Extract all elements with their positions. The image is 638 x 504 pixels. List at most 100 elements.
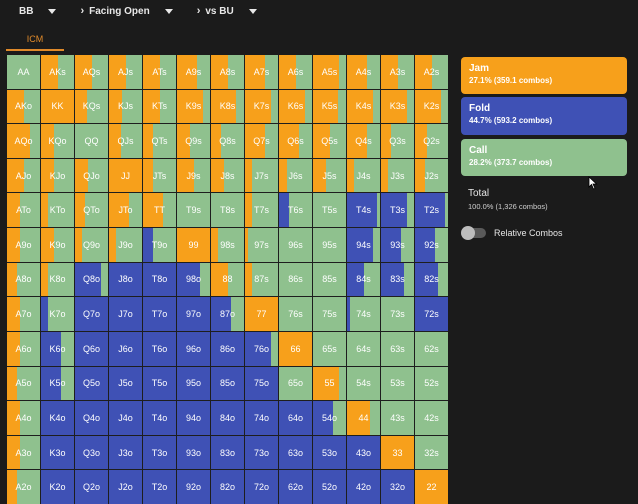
hand-cell[interactable]: J2o (109, 470, 142, 504)
hand-cell[interactable]: TT (143, 193, 176, 228)
hand-cell[interactable]: KJo (41, 158, 74, 193)
hand-cell[interactable]: T8s (211, 193, 244, 228)
hand-cell[interactable]: 77 (245, 297, 278, 331)
hand-cell[interactable]: J3o (109, 435, 142, 470)
hand-cell[interactable]: KTo (41, 193, 74, 228)
hand-cell[interactable]: QJs (109, 124, 142, 158)
hand-cell[interactable]: 95s (313, 228, 346, 262)
hand-cell[interactable]: A8s (211, 55, 244, 89)
hand-cell[interactable]: KJs (109, 89, 142, 124)
action-selector[interactable]: › Facing Open (80, 5, 173, 17)
hand-cell[interactable]: T2s (415, 193, 448, 228)
hand-cell[interactable]: ATs (143, 55, 176, 89)
hand-cell[interactable]: 94s (347, 228, 380, 262)
hand-cell[interactable]: 55 (313, 366, 346, 401)
hand-cell[interactable]: 82o (211, 470, 244, 504)
hand-cell[interactable]: K3s (381, 89, 414, 124)
hand-cell[interactable]: A6o (7, 331, 40, 366)
hand-cell[interactable]: 88 (211, 262, 244, 297)
hand-cell[interactable]: T3s (381, 193, 414, 228)
hand-cell[interactable]: ATo (7, 193, 40, 228)
hand-cell[interactable]: Q7s (245, 124, 278, 158)
hand-cell[interactable]: QJo (75, 158, 108, 193)
hand-cell[interactable]: A4s (347, 55, 380, 89)
hand-cell[interactable]: Q3o (75, 435, 108, 470)
hand-cell[interactable]: 87s (245, 262, 278, 297)
hand-cell[interactable]: Q4o (75, 401, 108, 435)
hand-cell[interactable]: Q9s (177, 124, 210, 158)
hand-cell[interactable]: 76s (279, 297, 312, 331)
hand-cell[interactable]: AA (7, 55, 40, 89)
hand-cell[interactable]: T2o (143, 470, 176, 504)
hand-cell[interactable]: 63o (279, 435, 312, 470)
hand-cell[interactable]: Q6o (75, 331, 108, 366)
hand-cell[interactable]: 95o (177, 366, 210, 401)
hand-cell[interactable]: K7s (245, 89, 278, 124)
hand-cell[interactable]: 72s (415, 297, 448, 331)
hand-cell[interactable]: 96o (177, 331, 210, 366)
hand-cell[interactable]: 85o (211, 366, 244, 401)
hand-cell[interactable]: 93s (381, 228, 414, 262)
hand-cell[interactable]: 76o (245, 331, 278, 366)
hand-cell[interactable]: A7s (245, 55, 278, 89)
hand-cell[interactable]: K5o (41, 366, 74, 401)
hand-cell[interactable]: A9s (177, 55, 210, 89)
hand-cell[interactable]: 84s (347, 262, 380, 297)
hand-cell[interactable]: KQs (75, 89, 108, 124)
hand-cell[interactable]: T9s (177, 193, 210, 228)
hand-cell[interactable]: K2s (415, 89, 448, 124)
hand-cell[interactable]: A6s (279, 55, 312, 89)
hand-cell[interactable]: 32o (381, 470, 414, 504)
hand-cell[interactable]: 82s (415, 262, 448, 297)
hand-cell[interactable]: K3o (41, 435, 74, 470)
hand-cell[interactable]: 86s (279, 262, 312, 297)
hand-cell[interactable]: 94o (177, 401, 210, 435)
hand-cell[interactable]: AKo (7, 89, 40, 124)
hand-cell[interactable]: T4s (347, 193, 380, 228)
hand-cell[interactable]: AQo (7, 124, 40, 158)
tab-icm[interactable]: ICM (6, 29, 64, 51)
hand-cell[interactable]: T6o (143, 331, 176, 366)
hand-cell[interactable]: 75s (313, 297, 346, 331)
hand-cell[interactable]: 74s (347, 297, 380, 331)
hand-cell[interactable]: A3o (7, 435, 40, 470)
hand-cell[interactable]: K8s (211, 89, 244, 124)
hand-cell[interactable]: Q8s (211, 124, 244, 158)
hand-cell[interactable]: K9o (41, 228, 74, 262)
hand-cell[interactable]: 83s (381, 262, 414, 297)
hand-cell[interactable]: J8s (211, 158, 244, 193)
hand-cell[interactable]: Q5o (75, 366, 108, 401)
hand-cell[interactable]: J9s (177, 158, 210, 193)
hand-cell[interactable]: Q9o (75, 228, 108, 262)
hand-cell[interactable]: J7o (109, 297, 142, 331)
hand-cell[interactable]: T8o (143, 262, 176, 297)
hand-cell[interactable]: J4o (109, 401, 142, 435)
hand-cell[interactable]: T5o (143, 366, 176, 401)
hand-cell[interactable]: K6o (41, 331, 74, 366)
hand-cell[interactable]: K8o (41, 262, 74, 297)
hand-cell[interactable]: QTo (75, 193, 108, 228)
hand-cell[interactable]: 73s (381, 297, 414, 331)
hand-cell[interactable]: 52o (313, 470, 346, 504)
hand-cell[interactable]: J9o (109, 228, 142, 262)
hand-cell[interactable]: KTs (143, 89, 176, 124)
hand-cell[interactable]: A3s (381, 55, 414, 89)
hand-cell[interactable]: 22 (415, 470, 448, 504)
hand-cell[interactable]: Q7o (75, 297, 108, 331)
hand-cell[interactable]: T7s (245, 193, 278, 228)
hand-cell[interactable]: Q2s (415, 124, 448, 158)
hand-cell[interactable]: 97s (245, 228, 278, 262)
legend-fold[interactable]: Fold 44.7% (593.2 combos) (461, 97, 627, 135)
hand-cell[interactable]: AJo (7, 158, 40, 193)
hand-cell[interactable]: K7o (41, 297, 74, 331)
hand-cell[interactable]: AQs (75, 55, 108, 89)
hand-cell[interactable]: J3s (381, 158, 414, 193)
hand-cell[interactable]: T9o (143, 228, 176, 262)
position-selector[interactable]: BB (19, 6, 57, 17)
hand-cell[interactable]: KK (41, 89, 74, 124)
hand-cell[interactable]: 97o (177, 297, 210, 331)
hand-cell[interactable]: 84o (211, 401, 244, 435)
hand-cell[interactable]: 87o (211, 297, 244, 331)
hand-cell[interactable]: A7o (7, 297, 40, 331)
hand-cell[interactable]: Q6s (279, 124, 312, 158)
